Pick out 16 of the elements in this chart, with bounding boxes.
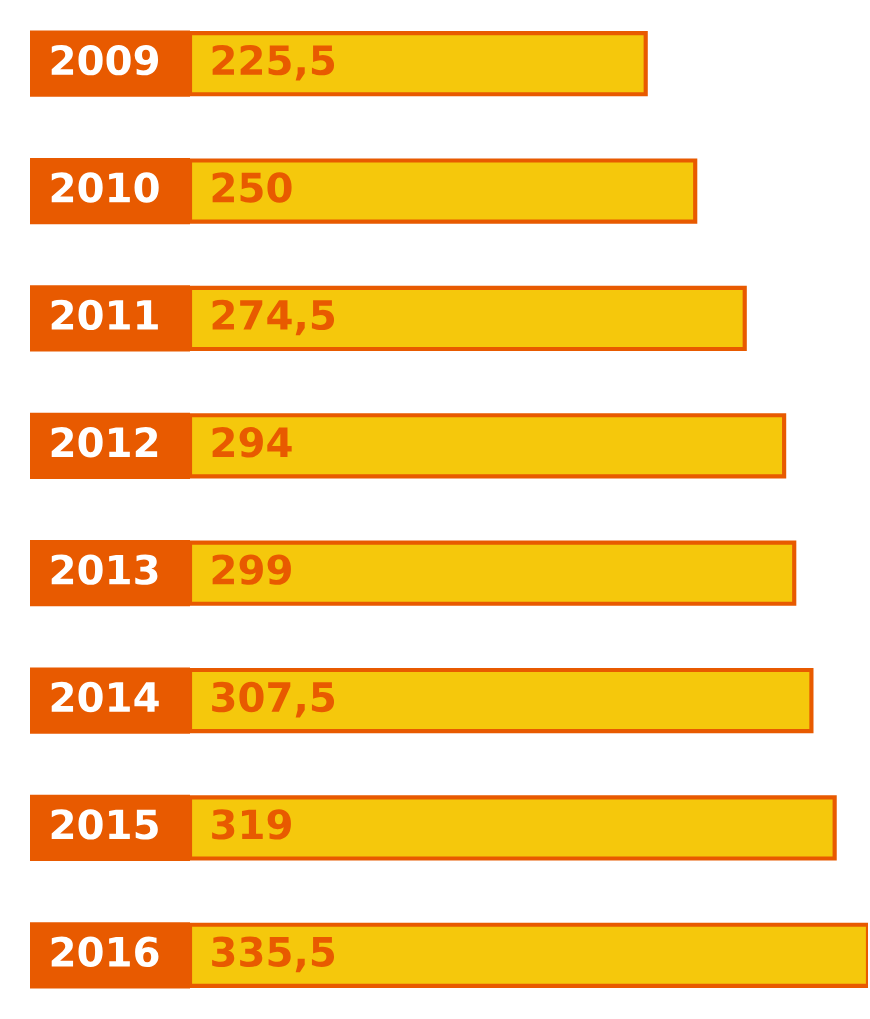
data-label: 274,5 — [212, 299, 335, 336]
y-tick-label: 2016 — [51, 936, 159, 967]
y-tick-label: 2009 — [51, 44, 159, 76]
y-tick-label: 2010 — [51, 172, 159, 203]
data-label: 307,5 — [212, 681, 335, 718]
data-label: 299 — [212, 554, 291, 585]
data-label: 225,5 — [212, 44, 335, 81]
data-label: 319 — [212, 809, 291, 840]
y-tick-label: 2013 — [51, 554, 158, 585]
y-tick-label: 2014 — [51, 681, 159, 713]
y-tick-label: 2011 — [51, 299, 158, 331]
y-tick-label: 2015 — [51, 809, 158, 840]
data-label: 250 — [212, 172, 292, 203]
data-label: 335,5 — [212, 936, 335, 973]
y-tick-label: 2012 — [51, 427, 158, 458]
data-label: 294 — [212, 427, 292, 458]
